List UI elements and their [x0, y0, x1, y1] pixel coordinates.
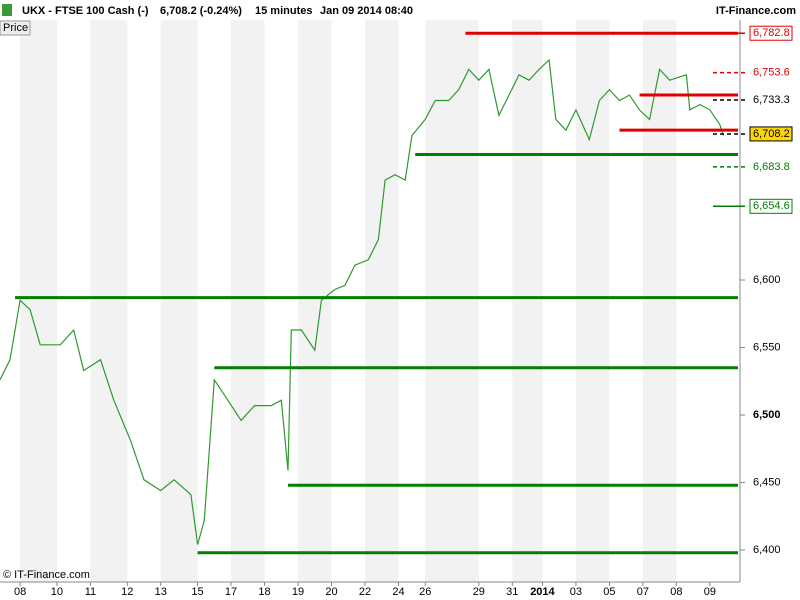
x-tick-label: 19 — [292, 586, 304, 598]
x-tick-label: 2014 — [530, 586, 555, 598]
y-tick-label: 6,600 — [753, 274, 781, 286]
day-band — [425, 20, 479, 582]
x-tick-label: 31 — [506, 586, 518, 598]
day-band — [231, 20, 265, 582]
x-tick-label: 09 — [704, 586, 716, 598]
marker-box — [749, 198, 793, 214]
instrument: UKX - FTSE 100 Cash (-) — [22, 5, 149, 17]
y-tick-label: 6,450 — [753, 476, 781, 488]
y-tick-label: 6,550 — [753, 341, 781, 353]
logo — [2, 4, 12, 16]
marker-label: 6,683.8 — [753, 161, 790, 173]
day-band — [20, 20, 57, 582]
x-tick-label: 20 — [325, 586, 337, 598]
marker-label: 6,708.2 — [753, 128, 790, 140]
datetime: Jan 09 2014 08:40 — [320, 5, 413, 17]
x-tick-label: 12 — [121, 586, 133, 598]
x-tick-label: 17 — [225, 586, 237, 598]
panel-tab — [0, 20, 31, 36]
marker-box — [749, 126, 793, 142]
x-tick-label: 22 — [359, 586, 371, 598]
interval: 15 minutes — [255, 5, 312, 17]
x-tick-label: 05 — [603, 586, 615, 598]
x-tick-label: 03 — [570, 586, 582, 598]
marker-label: 6,753.6 — [753, 67, 790, 79]
x-tick-label: 24 — [392, 586, 404, 598]
marker-label: 6,782.8 — [753, 27, 790, 39]
marker-box — [749, 25, 793, 41]
x-tick-label: 08 — [670, 586, 682, 598]
x-tick-label: 18 — [258, 586, 270, 598]
x-tick-label: 10 — [51, 586, 63, 598]
day-band — [160, 20, 198, 582]
day-band — [575, 20, 610, 582]
day-band — [364, 20, 399, 582]
day-band — [512, 20, 543, 582]
marker-label: 6,733.3 — [753, 94, 790, 106]
price-line — [0, 58, 724, 545]
x-tick-label: 15 — [191, 586, 203, 598]
day-band — [298, 20, 332, 582]
x-tick-label: 08 — [14, 586, 26, 598]
price: 6,708.2 (-0.24%) — [160, 5, 242, 17]
y-tick-label: 6,500 — [753, 409, 781, 421]
marker-label: 6,654.6 — [753, 200, 790, 212]
day-band — [642, 20, 677, 582]
copyright: © IT-Finance.com — [3, 569, 90, 581]
brand: IT-Finance.com — [716, 5, 796, 17]
x-tick-label: 26 — [419, 586, 431, 598]
x-tick-label: 11 — [85, 586, 96, 598]
x-tick-label: 29 — [473, 586, 485, 598]
day-band — [90, 20, 128, 582]
x-tick-label: 07 — [637, 586, 649, 598]
y-tick-label: 6,400 — [753, 544, 781, 556]
panel-label: Price — [3, 22, 28, 34]
x-tick-label: 13 — [155, 586, 167, 598]
